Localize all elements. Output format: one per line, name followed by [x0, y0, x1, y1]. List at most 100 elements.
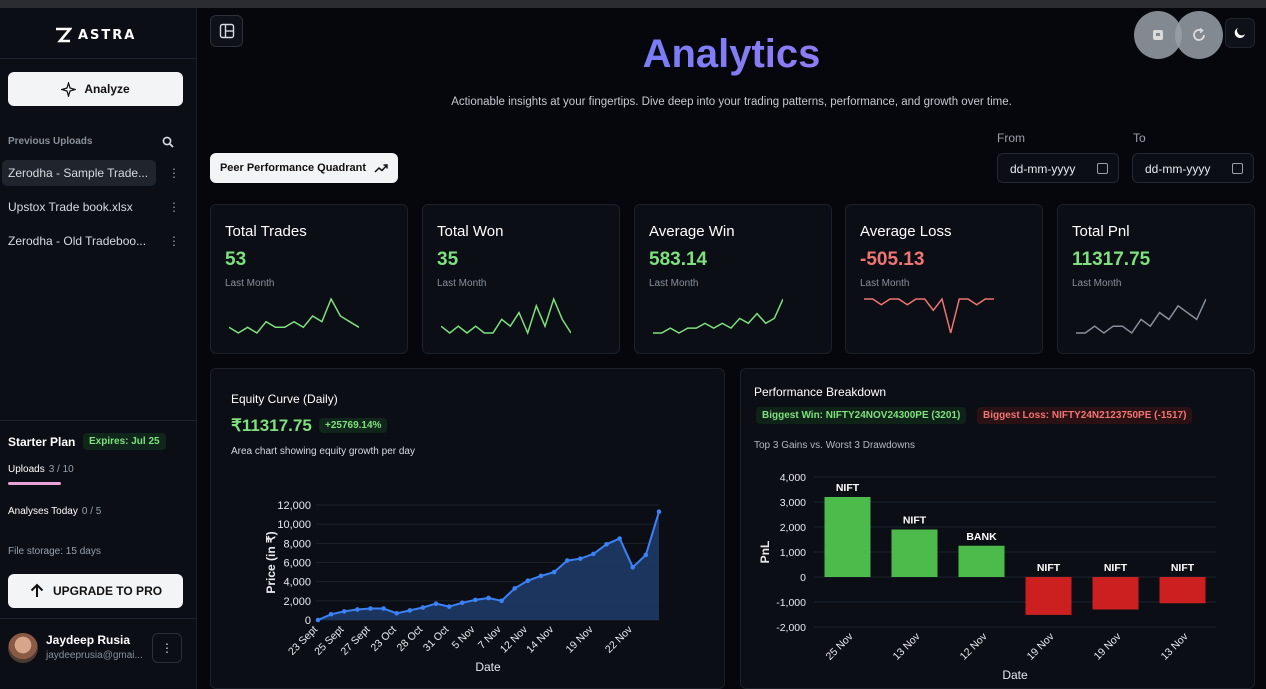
equity-point[interactable] — [315, 617, 321, 623]
stat-sub: Last Month — [649, 278, 699, 289]
y-tick-label: 0 — [800, 572, 806, 584]
y-axis-label: Price (in ₹) — [264, 531, 278, 593]
x-tick-label: 28 Oct — [395, 624, 425, 654]
avatar[interactable] — [8, 633, 38, 663]
plan-expiry-badge: Expires: Jul 25 — [83, 433, 166, 450]
equity-point[interactable] — [407, 608, 413, 613]
stat-value: 11317.75 — [1072, 249, 1151, 270]
to-date-input[interactable]: dd-mm-yyyy — [1132, 153, 1254, 183]
equity-point[interactable] — [499, 598, 504, 604]
y-tick-label: 2,000 — [780, 522, 806, 534]
from-date-input[interactable]: dd-mm-yyyy — [997, 153, 1119, 183]
sparkline-path — [229, 297, 359, 334]
bar-data-label: NIFT — [1104, 562, 1128, 574]
equity-point[interactable] — [656, 509, 662, 515]
equity-point[interactable] — [525, 578, 531, 584]
layout-toggle-button[interactable] — [210, 15, 243, 47]
moon-icon — [1234, 27, 1246, 38]
equity-point[interactable] — [420, 605, 426, 610]
equity-point[interactable] — [328, 611, 334, 617]
equity-point[interactable] — [630, 564, 636, 570]
search-icon[interactable] — [162, 136, 174, 148]
to-date-placeholder: dd-mm-yyyy — [1145, 162, 1211, 176]
bookmark-button[interactable] — [1134, 11, 1182, 59]
stat-sub: Last Month — [1072, 278, 1122, 289]
stat-value: 53 — [225, 249, 247, 270]
analyze-button[interactable]: Analyze — [8, 72, 183, 106]
equity-point[interactable] — [564, 558, 570, 563]
equity-point[interactable] — [341, 609, 347, 614]
stat-card-total-won[interactable]: Total Won 35 Last Month — [422, 204, 620, 354]
stat-value: 583.14 — [649, 249, 708, 270]
sparkline — [441, 296, 571, 336]
breakdown-bar-chart[interactable]: -2,000 -1,000 0 1,000 2,000 3,000 4,000 NIFT 25 … — [741, 369, 1255, 689]
upload-item-zerodha-sample[interactable]: Zerodha - Sample Trade... — [2, 160, 156, 186]
pnl-bar[interactable] — [1092, 577, 1139, 610]
equity-point[interactable] — [512, 586, 518, 591]
upgrade-button[interactable]: UPGRADE TO PRO — [8, 574, 183, 608]
y-tick-label: 2,000 — [283, 596, 311, 608]
equity-point[interactable] — [591, 551, 596, 557]
equity-point[interactable] — [643, 552, 649, 558]
equity-point[interactable] — [551, 569, 557, 575]
pnl-bar[interactable] — [824, 496, 871, 577]
stat-card-total-trades[interactable]: Total Trades 53 Last Month — [210, 204, 408, 354]
equity-point[interactable] — [381, 606, 386, 611]
equity-point[interactable] — [355, 607, 360, 612]
equity-point[interactable] — [433, 601, 439, 607]
equity-point[interactable] — [486, 595, 491, 601]
pnl-bar[interactable] — [1159, 577, 1206, 604]
more-vertical-icon[interactable]: ⋮ — [168, 234, 180, 248]
equity-point[interactable] — [446, 604, 452, 609]
uploads-value: 3 / 10 — [48, 464, 74, 475]
sparkline — [229, 297, 359, 334]
more-vertical-icon[interactable]: ⋮ — [168, 166, 180, 180]
x-tick-label: 31 Oct — [421, 624, 451, 654]
upload-name: Upstox Trade book.xlsx — [8, 200, 133, 214]
bar-data-label: BANK — [966, 531, 997, 543]
sparkline — [864, 297, 994, 334]
x-tick-label: 12 Nov — [498, 623, 531, 656]
equity-point[interactable] — [394, 610, 399, 616]
calendar-icon[interactable] — [1097, 163, 1108, 174]
theme-toggle-button[interactable] — [1225, 18, 1255, 48]
x-axis-label: Date — [475, 660, 501, 674]
breakdown-title: Performance Breakdown — [754, 385, 887, 399]
pnl-bar[interactable] — [891, 529, 938, 578]
user-menu-button[interactable]: ⋮ — [152, 633, 182, 663]
refresh-button[interactable] — [1175, 11, 1223, 59]
divider — [0, 618, 197, 619]
stat-value: 35 — [437, 249, 459, 270]
upload-item-zerodha-old[interactable]: Zerodha - Old Tradeboo... — [2, 228, 156, 254]
equity-point[interactable] — [604, 541, 609, 547]
sidebar: ASTRA Analyze Previous Uploads Zerodha -… — [0, 8, 197, 689]
pnl-bar[interactable] — [1025, 577, 1072, 615]
x-tick-label: 13 Nov — [1159, 630, 1192, 663]
pnl-bar[interactable] — [958, 545, 1005, 577]
uploads-label: Uploads — [8, 464, 45, 475]
sparkline-path — [653, 298, 783, 334]
y-tick-label: 10,000 — [277, 519, 311, 531]
calendar-icon[interactable] — [1232, 163, 1243, 174]
stat-sub: Last Month — [437, 278, 487, 289]
equity-point[interactable] — [459, 600, 465, 606]
bookmark-icon — [1153, 30, 1163, 40]
equity-point[interactable] — [578, 556, 583, 561]
trending-up-icon — [374, 164, 388, 173]
stat-card-average-loss[interactable]: Average Loss -505.13 Last Month — [845, 204, 1043, 354]
file-storage: File storage: 15 days — [8, 546, 101, 557]
equity-point[interactable] — [538, 573, 544, 579]
equity-point[interactable] — [617, 536, 622, 541]
analyses-label: Analyses Today — [8, 506, 78, 517]
more-vertical-icon[interactable]: ⋮ — [168, 200, 180, 214]
stat-card-average-win[interactable]: Average Win 583.14 Last Month — [634, 204, 832, 354]
equity-point[interactable] — [473, 597, 478, 603]
stat-card-total-pnl[interactable]: Total Pnl 11317.75 Last Month — [1057, 204, 1255, 354]
equity-point[interactable] — [368, 606, 373, 611]
peer-performance-button[interactable]: Peer Performance Quadrant — [210, 153, 398, 183]
upload-item-upstox[interactable]: Upstox Trade book.xlsx — [2, 194, 156, 220]
x-tick-label: 25 Nov — [824, 630, 857, 663]
logo[interactable]: ASTRA — [54, 26, 136, 44]
biggest-loss-badge: Biggest Loss: NIFTY24N2123750PE (-1517) — [977, 407, 1193, 424]
